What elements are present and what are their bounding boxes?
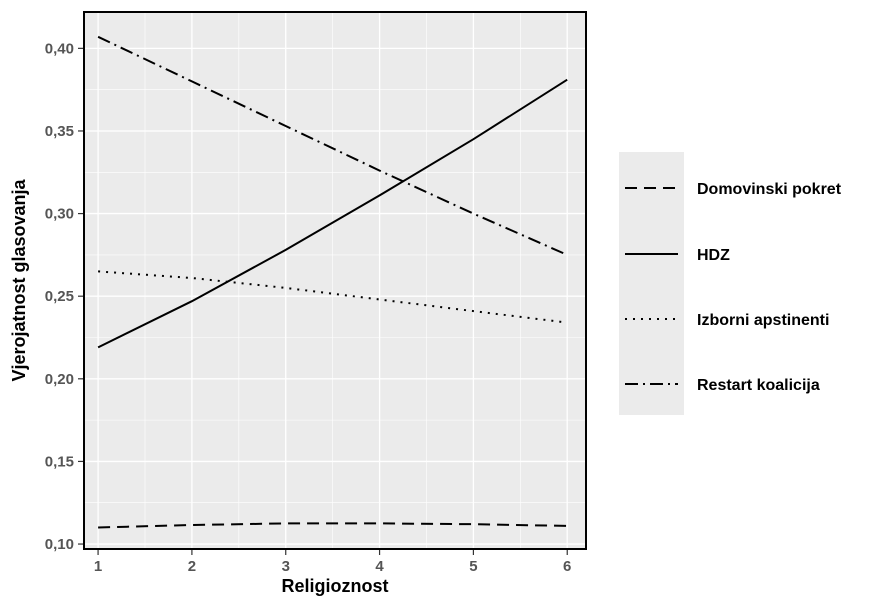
y-tick-label: 0,20 <box>45 371 74 388</box>
y-tick-label: 0,15 <box>45 453 74 470</box>
series-line-2 <box>97 78 568 349</box>
series-layer <box>97 35 568 529</box>
x-tick-label: 2 <box>188 558 196 575</box>
x-tick-label: 5 <box>469 558 477 575</box>
legend-label: Restart koalicija <box>697 377 820 394</box>
y-tick-label: 0,30 <box>45 206 74 223</box>
grid-layer <box>84 12 586 549</box>
legend-label: Domovinski pokret <box>697 181 842 198</box>
series-line-1 <box>98 522 568 529</box>
x-tick-label: 6 <box>563 558 571 575</box>
plot-border <box>83 11 587 550</box>
x-tick-label: 1 <box>94 558 102 575</box>
x-axis-title: Religioznost <box>282 576 389 596</box>
y-tick-label: 0,25 <box>45 288 74 305</box>
x-tick-label: 3 <box>282 558 290 575</box>
y-tick-label: 0,40 <box>45 40 74 57</box>
series-line-4 <box>97 35 568 256</box>
x-tick-label: 4 <box>375 558 384 575</box>
legend-label: Izborni apstinenti <box>697 312 829 329</box>
y-axis-title: Vjerojatnost glasovanja <box>9 178 29 381</box>
axis-layer: 1 2 3 4 5 6 0,10 0,15 0,20 0,25 0,30 0,35 0,40 <box>45 40 572 575</box>
series-line-3 <box>98 270 568 324</box>
y-tick-label: 0,10 <box>45 536 74 553</box>
legend: Domovinski pokret HDZ Izborni apstinenti Re… <box>625 181 842 394</box>
plot-panel <box>84 12 586 549</box>
legend-label: HDZ <box>697 247 730 264</box>
y-tick-label: 0,35 <box>45 123 74 140</box>
legend-box <box>619 152 684 415</box>
